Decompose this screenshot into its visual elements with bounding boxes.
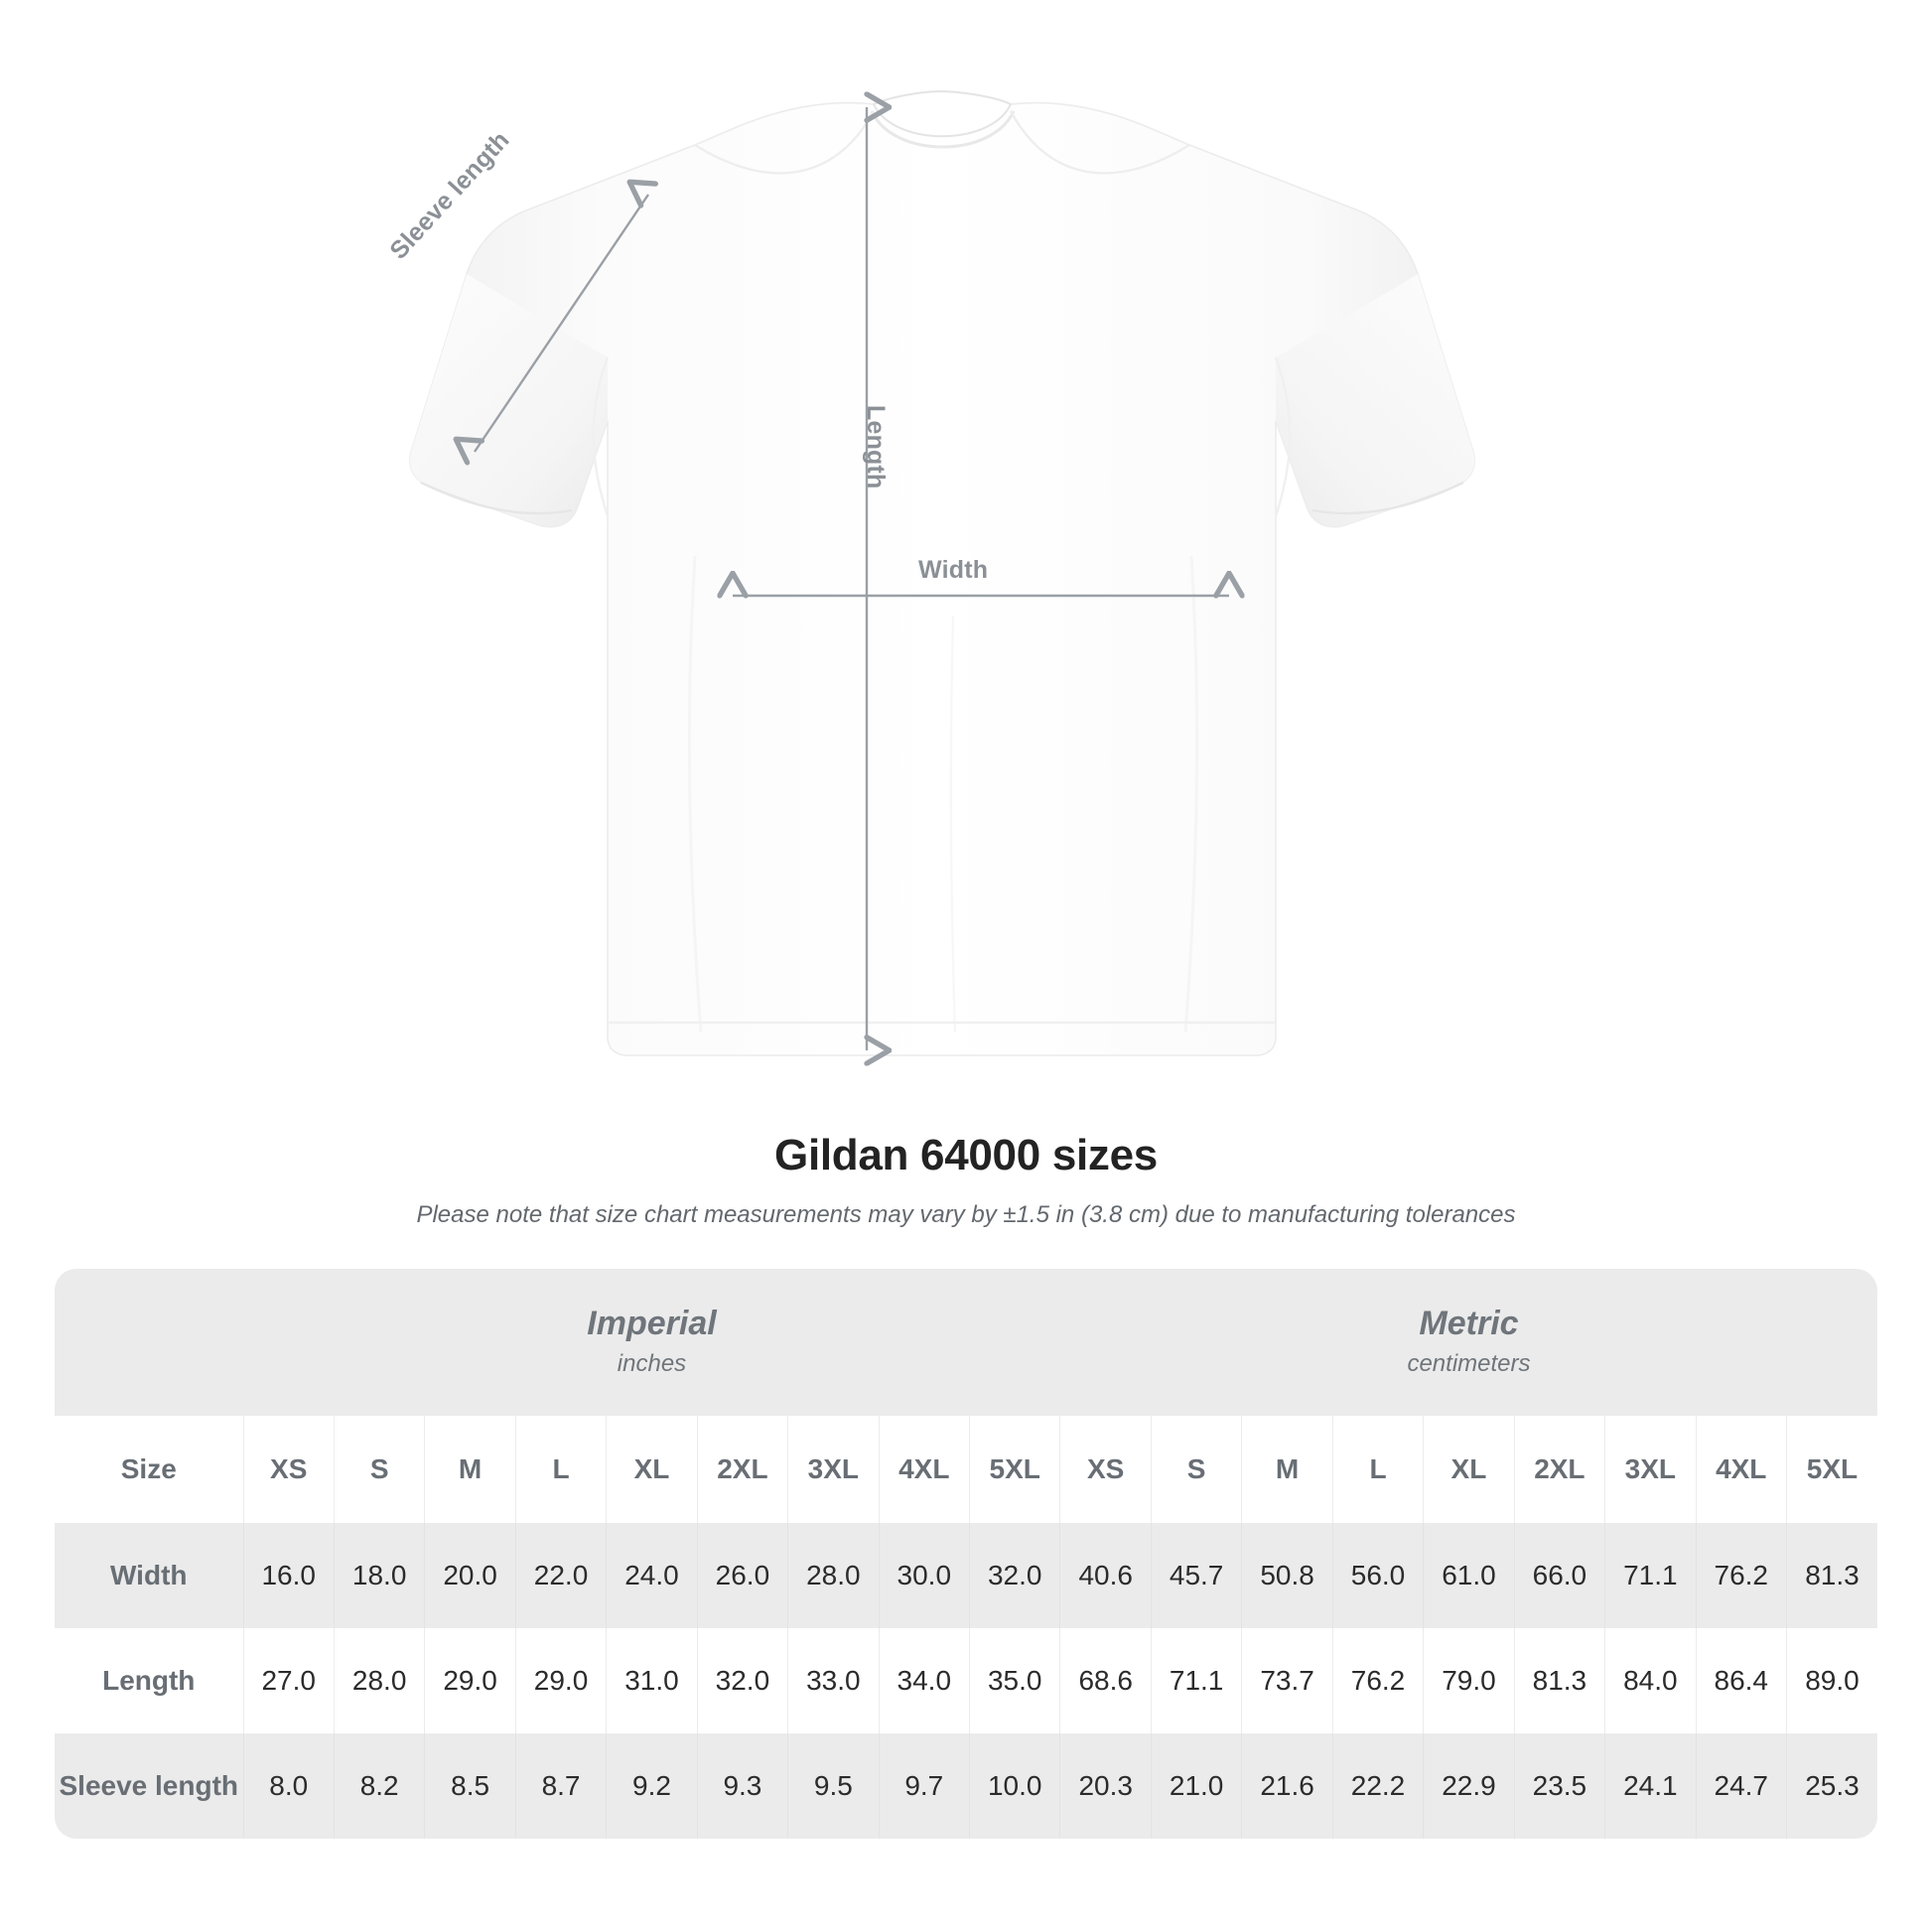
measurement-lines xyxy=(475,107,1229,1050)
cell-width-imperial-4xl: 30.0 xyxy=(878,1523,970,1628)
cell-sleeve-length-imperial-s: 8.2 xyxy=(333,1733,425,1839)
cell-sleeve-length-metric-2xl: 23.5 xyxy=(1513,1733,1605,1839)
cell-width-metric-s: 45.7 xyxy=(1150,1523,1242,1628)
cell-sleeve-length-imperial-4xl: 9.7 xyxy=(878,1733,970,1839)
size-header-metric-5xl: 5XL xyxy=(1785,1416,1877,1523)
size-header-imperial-2xl: 2XL xyxy=(696,1416,788,1523)
cell-sleeve-length-imperial-3xl: 9.5 xyxy=(787,1733,880,1839)
cell-sleeve-length-imperial-m: 8.5 xyxy=(424,1733,516,1839)
cell-sleeve-length-imperial-xs: 8.0 xyxy=(242,1733,335,1839)
cell-width-imperial-3xl: 28.0 xyxy=(787,1523,880,1628)
cell-sleeve-length-metric-4xl: 24.7 xyxy=(1695,1733,1787,1839)
cell-sleeve-length-metric-5xl: 25.3 xyxy=(1785,1733,1877,1839)
cell-sleeve-length-metric-3xl: 24.1 xyxy=(1604,1733,1697,1839)
size-header-metric-2xl: 2XL xyxy=(1513,1416,1605,1523)
cell-width-metric-xl: 61.0 xyxy=(1423,1523,1515,1628)
size-chart-table: Imperial inches Metric centimeters Size XS S M L… xyxy=(55,1269,1877,1839)
cell-length-metric-4xl: 86.4 xyxy=(1695,1628,1787,1733)
cell-width-metric-5xl: 81.3 xyxy=(1785,1523,1877,1628)
cell-sleeve-length-metric-xl: 22.9 xyxy=(1423,1733,1515,1839)
size-header-imperial-l: L xyxy=(514,1416,607,1523)
cell-width-metric-4xl: 76.2 xyxy=(1695,1523,1787,1628)
size-header-metric-s: S xyxy=(1150,1416,1242,1523)
cell-length-metric-xs: 68.6 xyxy=(1059,1628,1152,1733)
cell-sleeve-length-imperial-xl: 9.2 xyxy=(606,1733,698,1839)
cell-length-imperial-xl: 31.0 xyxy=(606,1628,698,1733)
row-label-width: Width xyxy=(55,1523,243,1628)
cell-width-imperial-2xl: 26.0 xyxy=(696,1523,788,1628)
cell-length-metric-xl: 79.0 xyxy=(1423,1628,1515,1733)
size-header-metric-m: M xyxy=(1241,1416,1333,1523)
cell-width-metric-l: 56.0 xyxy=(1331,1523,1424,1628)
cell-length-metric-5xl: 89.0 xyxy=(1785,1628,1877,1733)
size-header-imperial-5xl: 5XL xyxy=(968,1416,1060,1523)
size-header-imperial-m: M xyxy=(424,1416,516,1523)
unit-group-sub: centimeters xyxy=(1407,1349,1531,1377)
cell-length-imperial-xs: 27.0 xyxy=(242,1628,335,1733)
cell-sleeve-length-metric-m: 21.6 xyxy=(1241,1733,1333,1839)
table-row: Length 27.0 28.0 29.0 29.0 31.0 32.0 33.0 34.0 35… xyxy=(55,1628,1877,1733)
size-chart-table-container: Imperial inches Metric centimeters Size XS S M L… xyxy=(55,1269,1877,1839)
row-label-length: Length xyxy=(55,1628,243,1733)
size-header-imperial-xl: XL xyxy=(606,1416,698,1523)
cell-width-imperial-xs: 16.0 xyxy=(242,1523,335,1628)
cell-length-imperial-4xl: 34.0 xyxy=(878,1628,970,1733)
size-header-metric-xl: XL xyxy=(1423,1416,1515,1523)
cell-length-imperial-2xl: 32.0 xyxy=(696,1628,788,1733)
cell-length-imperial-m: 29.0 xyxy=(424,1628,516,1733)
size-header-imperial-s: S xyxy=(333,1416,425,1523)
width-label: Width xyxy=(918,556,989,584)
cell-width-imperial-s: 18.0 xyxy=(333,1523,425,1628)
cell-length-imperial-l: 29.0 xyxy=(514,1628,607,1733)
cell-sleeve-length-imperial-2xl: 9.3 xyxy=(696,1733,788,1839)
sleeve-arrow xyxy=(475,195,648,452)
unit-group-name: Metric xyxy=(1419,1304,1519,1342)
cell-width-imperial-xl: 24.0 xyxy=(606,1523,698,1628)
cell-length-imperial-5xl: 35.0 xyxy=(968,1628,1060,1733)
size-header-imperial-xs: XS xyxy=(242,1416,335,1523)
page-title: Gildan 64000 sizes xyxy=(774,1131,1158,1179)
size-header-metric-3xl: 3XL xyxy=(1604,1416,1697,1523)
table-row: Sleeve length 8.0 8.2 8.5 8.7 9.2 9.3 9.5 9.7 10.… xyxy=(55,1733,1877,1839)
cell-length-metric-l: 76.2 xyxy=(1331,1628,1424,1733)
size-header-metric-4xl: 4XL xyxy=(1695,1416,1787,1523)
size-header-imperial-3xl: 3XL xyxy=(787,1416,880,1523)
cell-length-imperial-s: 28.0 xyxy=(333,1628,425,1733)
cell-width-imperial-5xl: 32.0 xyxy=(968,1523,1060,1628)
cell-length-metric-3xl: 84.0 xyxy=(1604,1628,1697,1733)
cell-sleeve-length-metric-l: 22.2 xyxy=(1331,1733,1424,1839)
unit-group-sub: inches xyxy=(617,1349,687,1377)
size-header-imperial-4xl: 4XL xyxy=(878,1416,970,1523)
cell-width-imperial-m: 20.0 xyxy=(424,1523,516,1628)
size-header-metric-xs: XS xyxy=(1059,1416,1152,1523)
row-label-sleeve-length: Sleeve length xyxy=(55,1733,243,1839)
cell-width-metric-2xl: 66.0 xyxy=(1513,1523,1605,1628)
size-header-row: Size XS S M L XL 2XL 3XL 4XL 5XL XS S M L XL 2XL 3XL 4XL 5… xyxy=(55,1416,1877,1523)
unit-group-row: Imperial inches Metric centimeters xyxy=(55,1269,1877,1416)
unit-group-imperial: Imperial inches xyxy=(243,1269,1060,1416)
table-row: Width 16.0 18.0 20.0 22.0 24.0 26.0 28.0 30.0 32.… xyxy=(55,1523,1877,1628)
cell-width-metric-3xl: 71.1 xyxy=(1604,1523,1697,1628)
unit-group-metric: Metric centimeters xyxy=(1059,1269,1877,1416)
unit-group-name: Imperial xyxy=(587,1304,717,1342)
length-label: Length xyxy=(862,405,890,489)
tshirt-diagram: Sleeve length Length Width xyxy=(384,89,1475,1122)
unit-corner-cell xyxy=(55,1269,243,1416)
tolerance-note: Please note that size chart measurements… xyxy=(416,1201,1516,1229)
cell-length-metric-2xl: 81.3 xyxy=(1513,1628,1605,1733)
size-header-label: Size xyxy=(55,1416,243,1523)
cell-sleeve-length-metric-xs: 20.3 xyxy=(1059,1733,1152,1839)
size-chart-heading: Gildan 64000 sizes Please note that size… xyxy=(0,1131,1932,1230)
cell-length-imperial-3xl: 33.0 xyxy=(787,1628,880,1733)
size-header-metric-l: L xyxy=(1331,1416,1424,1523)
tshirt-illustration xyxy=(409,89,1475,1122)
cell-width-imperial-l: 22.0 xyxy=(514,1523,607,1628)
cell-width-metric-xs: 40.6 xyxy=(1059,1523,1152,1628)
cell-width-metric-m: 50.8 xyxy=(1241,1523,1333,1628)
cell-length-metric-m: 73.7 xyxy=(1241,1628,1333,1733)
cell-sleeve-length-imperial-l: 8.7 xyxy=(514,1733,607,1839)
cell-length-metric-s: 71.1 xyxy=(1150,1628,1242,1733)
cell-sleeve-length-imperial-5xl: 10.0 xyxy=(968,1733,1060,1839)
cell-sleeve-length-metric-s: 21.0 xyxy=(1150,1733,1242,1839)
